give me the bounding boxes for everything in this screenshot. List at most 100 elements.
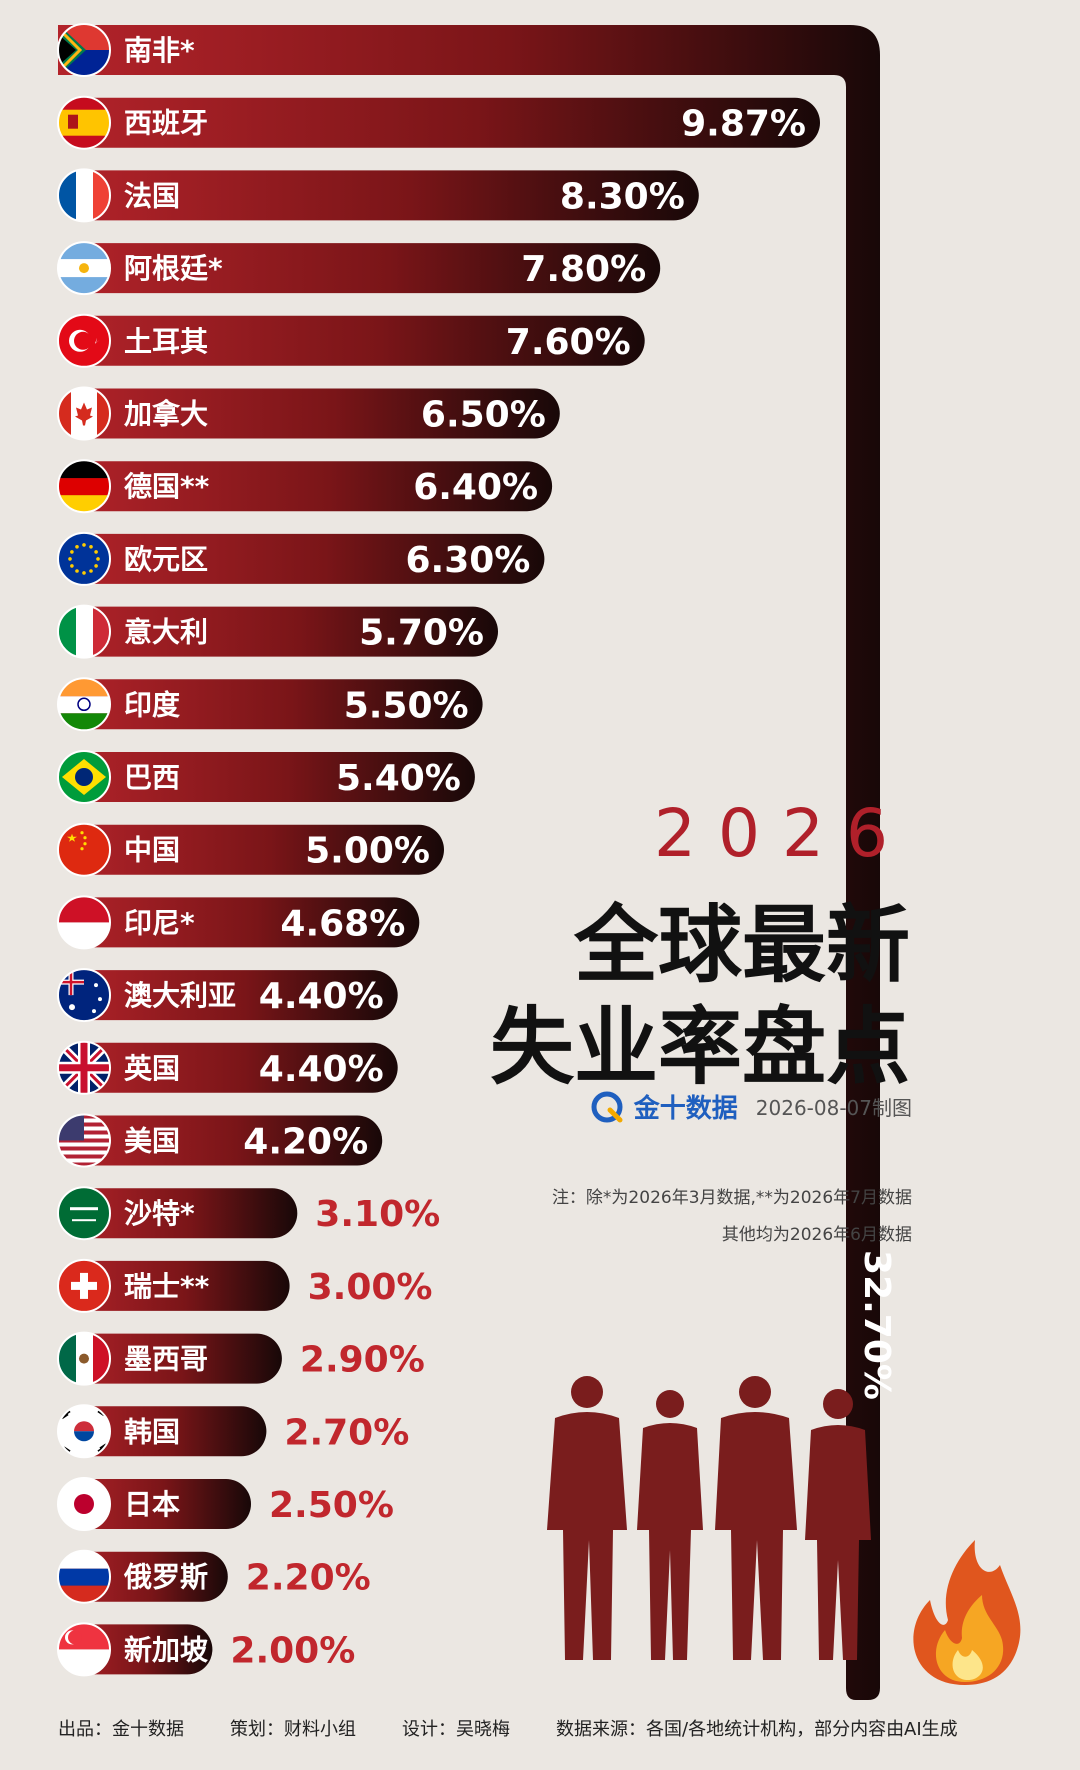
value-label-11: 5.00% bbox=[305, 831, 430, 872]
bar-15 bbox=[58, 1115, 383, 1166]
value-label-8: 5.70% bbox=[359, 613, 484, 654]
bar-19 bbox=[58, 1406, 267, 1457]
china-flag-icon bbox=[57, 822, 111, 877]
value-label-5: 6.50% bbox=[421, 395, 546, 436]
category-label-16: 沙特* bbox=[124, 1197, 195, 1230]
value-label-17: 3.00% bbox=[308, 1267, 433, 1308]
category-label-19: 韩国 bbox=[124, 1415, 180, 1448]
value-label-1: 9.87% bbox=[681, 104, 806, 145]
south-korea-flag-icon bbox=[57, 1404, 111, 1459]
value-label-6: 6.40% bbox=[413, 467, 538, 508]
footer-source: 数据来源：各国/各地统计机构，部分内容由AI生成 bbox=[556, 1719, 958, 1740]
category-label-14: 英国 bbox=[124, 1052, 180, 1085]
bar-17 bbox=[58, 1260, 290, 1311]
argentina-flag-icon bbox=[57, 241, 111, 296]
footer-designer: 设计：吴晓梅 bbox=[402, 1719, 510, 1740]
category-label-15: 美国 bbox=[124, 1125, 180, 1158]
category-label-9: 印度 bbox=[124, 688, 180, 721]
title-year: 2026 bbox=[654, 795, 910, 872]
bar-12 bbox=[58, 897, 420, 948]
category-label-20: 日本 bbox=[124, 1488, 180, 1521]
spain-flag-icon bbox=[57, 95, 111, 150]
category-label-10: 巴西 bbox=[124, 761, 180, 794]
turkey-flag-icon bbox=[57, 313, 111, 368]
value-label-2: 8.30% bbox=[560, 176, 685, 217]
bar-11 bbox=[58, 824, 444, 875]
bar-16 bbox=[58, 1188, 298, 1239]
category-label-8: 意大利 bbox=[124, 616, 208, 649]
category-label-13: 澳大利亚 bbox=[124, 979, 236, 1012]
uk-flag-icon bbox=[57, 1040, 111, 1095]
category-label-11: 中国 bbox=[124, 834, 180, 867]
south-africa-flag-icon bbox=[57, 23, 111, 77]
bar-5 bbox=[58, 388, 560, 439]
category-label-22: 新加坡 bbox=[124, 1633, 208, 1666]
footer: 出品：金十数据 策划：财料小组 设计：吴晓梅 数据来源：各国/各地统计机构，部分… bbox=[58, 1715, 958, 1741]
germany-flag-icon bbox=[57, 459, 111, 514]
value-label-22: 2.00% bbox=[230, 1630, 355, 1671]
japan-flag-icon bbox=[57, 1477, 111, 1531]
value-label-20: 2.50% bbox=[269, 1485, 394, 1526]
category-label-2: 法国 bbox=[124, 179, 180, 212]
mexico-flag-icon bbox=[57, 1331, 111, 1386]
bar-13 bbox=[58, 970, 398, 1021]
category-label-4: 土耳其 bbox=[124, 325, 208, 358]
category-label-18: 墨西哥 bbox=[124, 1343, 208, 1376]
brand-row: 金十数据 2026-08-07制图 bbox=[590, 1088, 912, 1125]
value-label-9: 5.50% bbox=[344, 685, 469, 726]
value-label-16: 3.10% bbox=[315, 1194, 440, 1235]
jin10-logo-icon bbox=[590, 1090, 624, 1124]
indonesia-flag-icon bbox=[57, 895, 111, 950]
bar-6 bbox=[58, 461, 553, 512]
category-label-6: 德国** bbox=[124, 470, 210, 503]
category-label-1: 西班牙 bbox=[124, 107, 208, 140]
value-label-18: 2.90% bbox=[300, 1340, 425, 1381]
singapore-flag-icon bbox=[57, 1622, 111, 1677]
value-label-21: 2.20% bbox=[246, 1558, 371, 1599]
bar-4 bbox=[58, 315, 645, 366]
footer-producer: 出品：金十数据 bbox=[58, 1719, 184, 1740]
bar-9 bbox=[58, 679, 483, 730]
title-line-2: 失业率盘点 bbox=[489, 997, 910, 1096]
value-label-12: 4.68% bbox=[280, 903, 405, 944]
france-flag-icon bbox=[57, 168, 111, 223]
title-line-1: 全球最新 bbox=[573, 895, 910, 994]
made-date: 2026-08-07制图 bbox=[755, 1096, 912, 1120]
value-label-10: 5.40% bbox=[336, 758, 461, 799]
bar-1 bbox=[58, 97, 820, 148]
category-label-3: 阿根廷* bbox=[124, 252, 223, 285]
people-silhouettes-icon bbox=[535, 1370, 895, 1670]
australia-flag-icon bbox=[57, 968, 111, 1023]
category-label-7: 欧元区 bbox=[124, 543, 208, 576]
flame-icon bbox=[890, 1500, 1040, 1690]
bar-3 bbox=[58, 243, 661, 294]
saudi-arabia-flag-icon bbox=[57, 1186, 111, 1241]
switzerland-flag-icon bbox=[57, 1258, 111, 1313]
canada-flag-icon bbox=[57, 386, 111, 441]
value-label-14: 4.40% bbox=[259, 1049, 384, 1090]
bar-7 bbox=[58, 533, 545, 584]
value-label-0: 32.70% bbox=[856, 1250, 897, 1400]
category-label-12: 印尼* bbox=[124, 906, 195, 939]
india-flag-icon bbox=[57, 677, 111, 732]
bar-10 bbox=[58, 752, 475, 802]
value-label-13: 4.40% bbox=[259, 976, 384, 1017]
value-label-19: 2.70% bbox=[284, 1412, 409, 1453]
bar-14 bbox=[58, 1042, 398, 1093]
bar-8 bbox=[58, 606, 498, 657]
category-label-5: 加拿大 bbox=[124, 398, 208, 431]
value-label-7: 6.30% bbox=[405, 540, 530, 581]
russia-flag-icon bbox=[57, 1549, 111, 1604]
brazil-flag-icon bbox=[57, 750, 111, 804]
data-note-1: 注：除*为2026年3月数据,**为2026年7月数据 bbox=[551, 1188, 912, 1208]
eurozone-flag-icon bbox=[57, 531, 111, 586]
data-note-2: 其他均为2026年6月数据 bbox=[721, 1225, 912, 1245]
value-label-4: 7.60% bbox=[506, 322, 631, 363]
value-label-15: 4.20% bbox=[243, 1122, 368, 1163]
category-label-17: 瑞士** bbox=[124, 1270, 210, 1303]
bar-18 bbox=[58, 1333, 282, 1384]
value-label-3: 7.80% bbox=[521, 249, 646, 290]
usa-flag-icon bbox=[57, 1113, 111, 1168]
footer-planner: 策划：财料小组 bbox=[230, 1719, 356, 1740]
